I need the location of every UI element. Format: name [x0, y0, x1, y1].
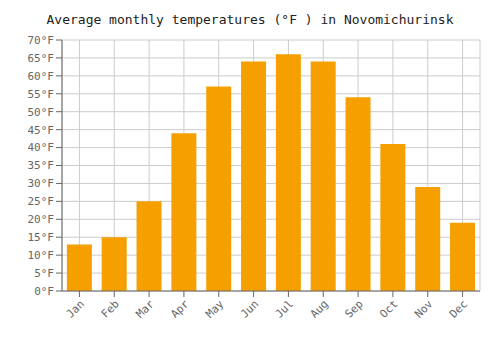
html-text:Average monthly temperatures (: Average monthly temperatures (°F ) in No…: [46, 12, 454, 27]
svg-text:35°F: 35°F: [28, 159, 55, 172]
svg-text:Jan: Jan: [64, 297, 87, 320]
svg-text:Jul: Jul: [273, 297, 296, 320]
svg-text:Mar: Mar: [133, 297, 157, 321]
svg-text:Sep: Sep: [342, 297, 365, 320]
svg-text:20°F: 20°F: [28, 213, 55, 226]
svg-text:Aug: Aug: [308, 297, 331, 320]
svg-text:5°F: 5°F: [34, 267, 54, 280]
svg-text:May: May: [203, 297, 227, 321]
svg-text:Feb: Feb: [99, 297, 122, 320]
svg-text:70°F: 70°F: [28, 34, 55, 47]
svg-text:45°F: 45°F: [28, 124, 55, 137]
svg-text:Apr: Apr: [168, 297, 192, 321]
svg-text:15°F: 15°F: [28, 231, 55, 244]
svg-text:10°F: 10°F: [28, 249, 55, 262]
svg-text:Nov: Nov: [412, 297, 436, 321]
svg-text:30°F: 30°F: [28, 177, 55, 190]
svg-text:60°F: 60°F: [28, 70, 55, 83]
svg-text:50°F: 50°F: [28, 106, 55, 119]
svg-text:55°F: 55°F: [28, 88, 55, 101]
svg-text:40°F: 40°F: [28, 141, 55, 154]
svg-text:65°F: 65°F: [28, 52, 55, 65]
svg-text:Jun: Jun: [238, 297, 261, 320]
svg-text:25°F: 25°F: [28, 195, 55, 208]
svg-text:Oct: Oct: [377, 297, 400, 320]
svg-text:0°F: 0°F: [34, 285, 54, 298]
svg-text:Dec: Dec: [447, 297, 470, 320]
